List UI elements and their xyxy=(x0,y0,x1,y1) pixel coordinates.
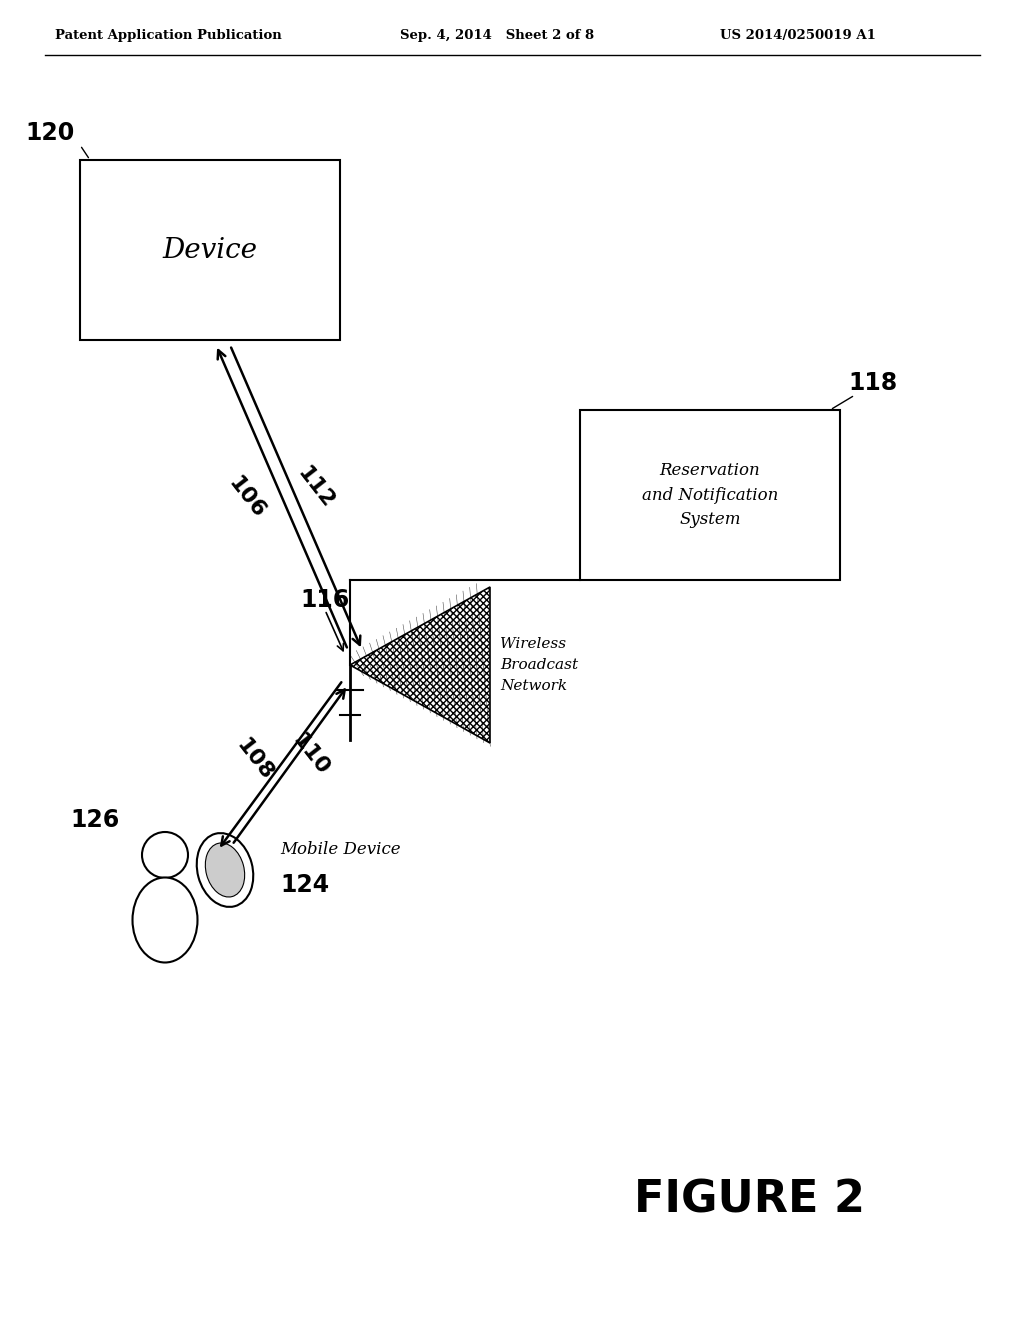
Text: 120: 120 xyxy=(26,121,75,145)
Text: 118: 118 xyxy=(848,371,897,395)
Circle shape xyxy=(142,832,188,878)
Text: US 2014/0250019 A1: US 2014/0250019 A1 xyxy=(720,29,876,41)
Ellipse shape xyxy=(197,833,253,907)
Text: Device: Device xyxy=(163,236,257,264)
Text: 106: 106 xyxy=(224,473,269,521)
Polygon shape xyxy=(350,587,490,743)
Bar xyxy=(80,160,340,341)
Text: 110: 110 xyxy=(289,730,333,780)
Text: Patent Application Publication: Patent Application Publication xyxy=(55,29,282,41)
Ellipse shape xyxy=(132,878,198,962)
Bar xyxy=(580,411,840,579)
Text: 112: 112 xyxy=(294,463,338,512)
Text: Reservation
and Notification
System: Reservation and Notification System xyxy=(642,462,778,528)
Text: Sep. 4, 2014   Sheet 2 of 8: Sep. 4, 2014 Sheet 2 of 8 xyxy=(400,29,594,41)
Text: 126: 126 xyxy=(71,808,120,832)
Text: Mobile Device: Mobile Device xyxy=(280,842,400,858)
Text: 108: 108 xyxy=(232,735,278,784)
Text: FIGURE 2: FIGURE 2 xyxy=(635,1179,865,1221)
Ellipse shape xyxy=(206,843,245,898)
Text: 116: 116 xyxy=(300,587,349,612)
Text: 124: 124 xyxy=(280,873,329,898)
Text: Wireless
Broadcast
Network: Wireless Broadcast Network xyxy=(500,638,579,693)
